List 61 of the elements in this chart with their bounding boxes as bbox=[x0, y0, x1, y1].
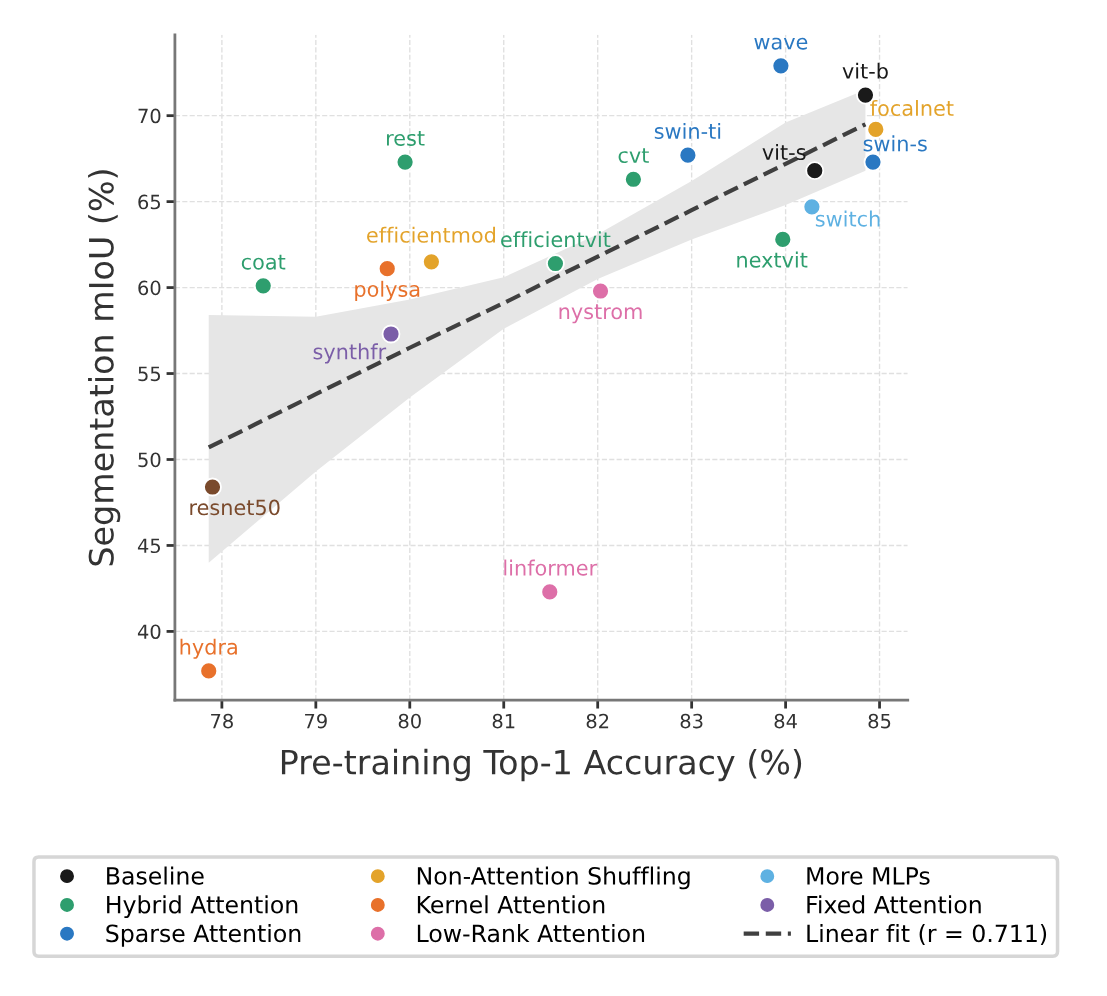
point bbox=[421, 252, 441, 272]
legend-label: Hybrid Attention bbox=[107, 895, 298, 919]
legend-label: Non-Attention Shuffling bbox=[417, 866, 690, 890]
annotation: nystrom bbox=[559, 304, 642, 324]
annotation: coat bbox=[241, 254, 286, 270]
x-tick-label: 79 bbox=[305, 713, 327, 729]
point bbox=[395, 152, 415, 172]
legend-label: Low-Rank Attention bbox=[417, 924, 645, 943]
point bbox=[773, 230, 793, 249]
annotation: synthfr bbox=[313, 343, 387, 364]
annotation: hydra bbox=[180, 638, 237, 659]
y-tick-label: 50 bbox=[138, 452, 161, 468]
x-tick-label: 81 bbox=[492, 713, 515, 729]
legend-label: Fixed Attention bbox=[807, 895, 981, 914]
annotation: vit-s bbox=[762, 143, 806, 161]
legend-label: Kernel Attention bbox=[417, 895, 605, 914]
annotation: vit-b bbox=[842, 62, 888, 79]
legend-label: Linear fit (r = 0.711) bbox=[807, 924, 1047, 946]
annotation: swin-ti bbox=[654, 122, 721, 140]
y-tick-label: 40 bbox=[137, 624, 161, 640]
point bbox=[623, 169, 643, 189]
annotation: switch bbox=[815, 210, 880, 227]
x-tick-label: 83 bbox=[680, 713, 703, 729]
point bbox=[203, 477, 222, 497]
y-tick-label: 55 bbox=[138, 366, 161, 382]
x-tick-label: 80 bbox=[398, 713, 421, 729]
point bbox=[771, 56, 791, 76]
y-axis-title: Segmentation mIoU (%) bbox=[88, 170, 121, 566]
x-tick-label: 82 bbox=[586, 713, 609, 729]
x-tick-label: 84 bbox=[774, 713, 797, 729]
point bbox=[377, 259, 397, 279]
point bbox=[863, 152, 883, 172]
legend-label: More MLPs bbox=[807, 867, 930, 885]
x-tick-label: 85 bbox=[868, 713, 891, 729]
point bbox=[678, 145, 698, 165]
annotation: rest bbox=[387, 130, 425, 146]
point bbox=[253, 276, 273, 296]
y-tick-label: 70 bbox=[138, 108, 161, 124]
annotation: swin-s bbox=[863, 135, 927, 152]
annotation: nextvit bbox=[737, 251, 808, 268]
y-tick-label: 45 bbox=[137, 538, 161, 554]
annotation: wave bbox=[754, 37, 808, 50]
x-tick-label: 78 bbox=[211, 713, 233, 729]
annotation: efficientmod bbox=[367, 226, 495, 243]
annotation: cvt bbox=[618, 148, 649, 164]
annotation: linformer bbox=[504, 559, 598, 576]
point bbox=[381, 324, 401, 344]
legend-label: Baseline bbox=[107, 866, 204, 885]
point bbox=[805, 161, 825, 181]
point bbox=[546, 254, 565, 273]
point bbox=[591, 281, 610, 301]
x-axis-title: Pre-training Top-1 Accuracy (%) bbox=[281, 748, 802, 782]
annotation: efficientvit bbox=[501, 231, 611, 248]
annotation: polysa bbox=[355, 280, 420, 301]
annotation: resnet50 bbox=[190, 499, 280, 516]
annotation: focalnet bbox=[870, 99, 954, 117]
y-tick-label: 65 bbox=[138, 194, 161, 210]
point bbox=[199, 661, 219, 681]
point bbox=[540, 582, 560, 602]
y-tick-label: 60 bbox=[138, 280, 161, 296]
legend-label: Sparse Attention bbox=[106, 924, 301, 947]
